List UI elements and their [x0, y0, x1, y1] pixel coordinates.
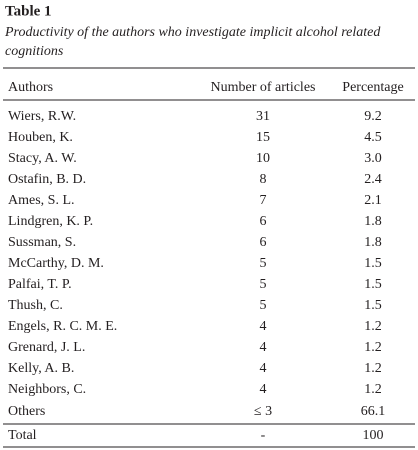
value-cell: 15 — [256, 130, 270, 145]
caption: cognitions — [5, 44, 64, 59]
author-cell: Stacy, A. W. — [8, 151, 77, 166]
author-cell: Ostafin, B. D. — [8, 172, 86, 187]
value-cell: 4.5 — [364, 130, 382, 145]
value-cell: 8 — [260, 172, 267, 187]
author-cell: Engels, R. C. M. E. — [8, 319, 117, 334]
value-cell: 100 — [363, 428, 384, 443]
caption: Productivity of the authors who investig… — [4, 25, 381, 40]
value-cell: 2.1 — [364, 193, 382, 208]
column-header: Number of articles — [211, 80, 316, 95]
author-cell: Wiers, R.W. — [8, 109, 76, 124]
author-cell: Palfai, T. P. — [8, 277, 72, 292]
table-title: Table 1 — [5, 3, 52, 19]
value-cell: 1.2 — [364, 361, 382, 376]
value-cell: 1.2 — [364, 382, 382, 397]
value-cell: 5 — [260, 256, 267, 271]
author-cell: Ames, S. L. — [8, 193, 75, 208]
author-cell: Lindgren, K. P. — [8, 214, 93, 229]
value-cell: 7 — [260, 193, 267, 208]
author-cell: Total — [8, 428, 37, 443]
value-cell: 9.2 — [364, 109, 382, 124]
value-cell: 4 — [260, 361, 267, 376]
value-cell: 3.0 — [364, 151, 382, 166]
value-cell: ≤ 3 — [254, 404, 272, 419]
value-cell: 4 — [260, 319, 267, 334]
value-cell: 66.1 — [361, 404, 386, 419]
value-cell: 6 — [260, 235, 267, 250]
value-cell: 1.2 — [364, 340, 382, 355]
value-cell: - — [261, 428, 266, 443]
value-cell: 5 — [260, 298, 267, 313]
author-cell: Others — [8, 404, 45, 419]
author-cell: Neighbors, C. — [8, 382, 86, 397]
value-cell: 1.8 — [364, 235, 382, 250]
author-cell: McCarthy, D. M. — [8, 256, 104, 271]
value-cell: 6 — [260, 214, 267, 229]
author-cell: Sussman, S. — [8, 235, 76, 250]
author-cell: Houben, K. — [8, 130, 73, 145]
value-cell: 31 — [256, 109, 270, 124]
value-cell: 10 — [256, 151, 270, 166]
value-cell: 1.5 — [364, 256, 382, 271]
author-cell: Kelly, A. B. — [8, 361, 74, 376]
author-cell: Grenard, J. L. — [8, 340, 85, 355]
value-cell: 1.2 — [364, 319, 382, 334]
value-cell: 4 — [260, 340, 267, 355]
value-cell: 1.5 — [364, 277, 382, 292]
value-cell: 5 — [260, 277, 267, 292]
value-cell: 1.8 — [364, 214, 382, 229]
value-cell: 1.5 — [364, 298, 382, 313]
author-cell: Thush, C. — [8, 298, 63, 313]
column-header: Authors — [8, 80, 53, 95]
value-cell: 4 — [260, 382, 267, 397]
value-cell: 2.4 — [364, 172, 382, 187]
column-header: Percentage — [342, 80, 403, 95]
